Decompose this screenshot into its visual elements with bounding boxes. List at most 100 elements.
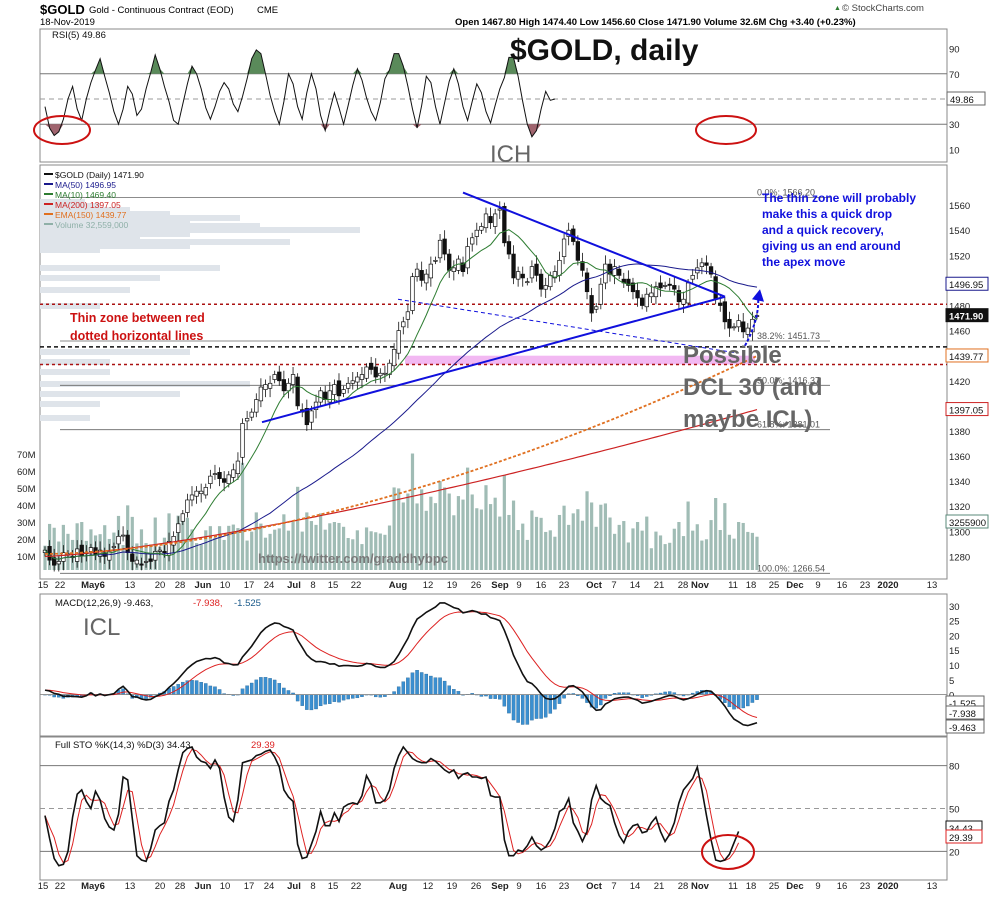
volume-bar [199,544,203,570]
volume-bar [254,512,258,570]
twitter-link[interactable]: https://twitter.com/graddhybpc [258,551,448,566]
price-value-label: 1397.05 [949,406,983,417]
candle-body [548,275,553,288]
volume-bar [300,531,304,570]
sto-d-line [44,748,740,864]
candle-body [318,390,323,403]
candle-body [736,320,741,328]
price-candle [722,296,727,330]
price-legend-entry: MA(200) 1397.05 [55,200,121,210]
volume-by-price-bar [40,235,140,241]
sto-value-label: 29.39 [949,833,973,844]
price-value-tag [945,402,989,417]
macd-histogram-bar [190,680,194,695]
price-candle [185,493,190,518]
price-candle [676,285,682,310]
candle-body [304,408,309,426]
price-candle [649,284,654,303]
price-candle [690,269,695,285]
candle-body [378,372,383,377]
volume-tick-label: 50M [17,484,36,495]
price-candle [488,207,493,229]
ma10-line [44,229,758,560]
volume-tick-label: 10M [17,552,36,563]
price-candle [212,464,218,480]
volume-bar [502,475,506,570]
price-candle [419,261,424,287]
price-tick-label: 1480 [949,302,970,313]
volume-by-price-bar [40,349,190,355]
volume-bar [291,521,295,570]
date-tick-label: 21 [654,881,665,892]
candle-body [258,386,264,402]
macd-histogram-bar [295,694,300,702]
candle-body [414,268,420,278]
price-candle [672,276,677,296]
candle-body [139,563,144,566]
date-tick-label: 16 [536,881,547,892]
price-candle [217,467,222,487]
volume-bar [718,530,722,570]
price-candle [612,259,617,285]
candle-body [474,229,479,237]
candle-body [437,239,443,259]
volume-bar [240,462,245,570]
candle-body [134,559,140,565]
ema150-line [45,355,758,555]
volume-bar [222,539,226,570]
volume-bar [319,513,323,570]
volume-bar [273,529,277,570]
candle-body [327,390,332,403]
candle-body [185,499,190,513]
ohlc-summary: Open 1467.80 High 1474.40 Low 1456.60 Cl… [455,17,856,28]
candle-body [557,259,562,276]
volume-bar [562,505,566,570]
date-axes: 15 22 May6 13 20 28 Jun 10 17 24 Jul 8 15 22 Aug 12 19 26… [38,580,938,892]
date-tick-label: 28 [175,881,186,892]
price-candle [727,311,732,337]
macd-histogram-bar [181,681,185,695]
price-tick-label: 1540 [949,226,970,237]
price-value-label: 1496.95 [949,280,983,291]
date-tick-label: 15 [38,580,49,591]
volume-bar [493,497,497,570]
price-candle [267,375,273,398]
date-tick-label: 10 [220,580,231,591]
macd-histogram-bar [640,694,644,699]
candle-body [460,262,466,272]
macd-histogram-bar [548,694,553,714]
candle-body [626,278,631,286]
volume-bar [691,530,695,570]
volume-bar [176,515,180,570]
dcl-line-2: DCL 30 (and [683,374,823,401]
price-candle [396,321,401,360]
date-tick-label: May6 [81,881,105,892]
macd-histogram-bar [424,673,429,695]
price-candle [658,275,663,297]
volume-bar [208,526,212,570]
date-tick-label: 19 [447,580,458,591]
price-candle [479,222,484,234]
macd-histogram-bar [580,694,585,699]
volume-bar [309,521,314,570]
volume-bar [52,527,56,570]
price-candle [277,365,282,386]
macd-histogram-bar [282,687,286,695]
price-candle [263,379,268,398]
price-candle [414,262,420,282]
price-tick-label: 1520 [949,251,970,262]
volume-bar [557,514,562,570]
trend-line-lower [261,295,726,424]
date-tick-label: 7 [611,580,616,591]
volume-by-price-bar [40,215,240,221]
candle-body [488,216,493,224]
volume-by-price-bar [40,231,190,237]
macd-histogram-bar [419,672,424,695]
macd-legend-hist: -1.525 [234,598,261,609]
candle-body [350,380,355,384]
rsi-circle-right [695,115,757,145]
candle-body [120,534,126,537]
price-candle [483,207,489,233]
candle-body [447,253,452,271]
date-tick-label: 9 [516,881,521,892]
